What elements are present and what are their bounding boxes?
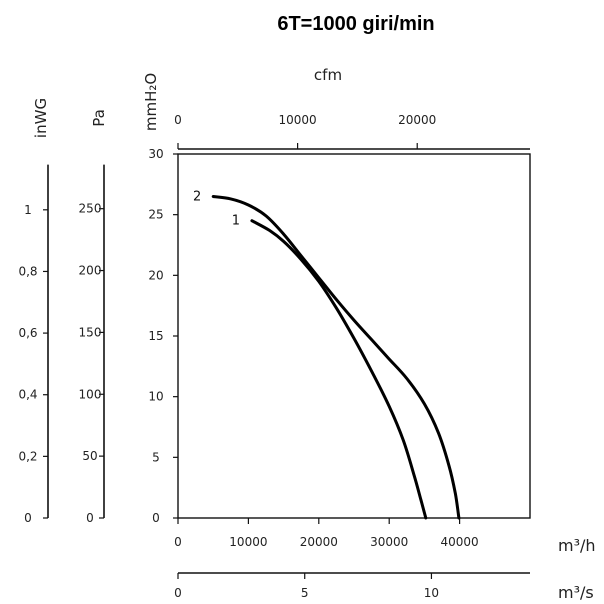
pa-tick-label: 100 (79, 387, 102, 401)
m3s-tick-label: 0 (174, 586, 182, 600)
mmh2o-tick-label: 5 (152, 450, 160, 464)
curves: 12 (193, 189, 461, 520)
inwg-tick-label: 0,2 (18, 449, 37, 463)
pa-tick-label: 200 (79, 264, 102, 278)
inwg-tick-label: 0,6 (18, 326, 37, 340)
inwg-tick-label: 0,8 (18, 264, 37, 278)
curve-2-label: 2 (193, 189, 201, 204)
mmh2o-tick-label: 10 (148, 390, 163, 404)
mmh2o-axis-label: mmH₂O (142, 73, 160, 131)
bottom-axes: 0 10000 20000 30000 40000 0 5 10 (174, 518, 530, 600)
cfm-tick-label: 10000 (279, 113, 317, 127)
mmh2o-tick-label: 30 (148, 147, 163, 161)
m3h-tick-label: 20000 (300, 535, 338, 549)
cfm-tick-label: 0 (174, 113, 182, 127)
m3s-tick-label: 10 (424, 586, 439, 600)
m3h-unit-label: m³/h (558, 536, 596, 555)
pa-tick-label: 250 (79, 202, 102, 216)
m3s-tick-label: 5 (301, 586, 309, 600)
pa-axis-label: Pa (90, 109, 108, 127)
pa-tick-label: 0 (86, 511, 94, 525)
m3h-tick-label: 10000 (229, 535, 267, 549)
m3h-tick-label: 40000 (441, 535, 479, 549)
inwg-tick-label: 0 (24, 511, 32, 525)
inwg-tick-label: 1 (24, 203, 32, 217)
curve-1-label: 1 (232, 214, 240, 229)
mmh2o-tick-label: 20 (148, 268, 163, 282)
cfm-tick-label: 20000 (398, 113, 436, 127)
mmh2o-tick-label: 15 (148, 329, 163, 343)
cfm-axis-label: cfm (314, 66, 342, 84)
curve-2 (211, 195, 461, 520)
curve-1 (250, 219, 428, 520)
pa-tick-label: 150 (79, 325, 102, 339)
inwg-tick-label: 0,4 (18, 388, 37, 402)
m3h-tick-label: 30000 (370, 535, 408, 549)
mmh2o-tick-label: 25 (148, 208, 163, 222)
chart-title: 6T=1000 giri/min (277, 13, 434, 35)
inwg-axis-label: inWG (32, 98, 50, 138)
left-axes: 0 5 10 15 20 25 30 0 50 100 150 200 250 0 0,2 0,4 0,6 0,8… (18, 147, 178, 525)
pa-tick-label: 50 (82, 449, 97, 463)
m3s-unit-label: m³/s (558, 583, 594, 602)
plot-frame (177, 153, 531, 519)
m3h-tick-label: 0 (174, 535, 182, 549)
cfm-axis: 0 10000 20000 (174, 113, 530, 150)
mmh2o-tick-label: 0 (152, 511, 160, 525)
